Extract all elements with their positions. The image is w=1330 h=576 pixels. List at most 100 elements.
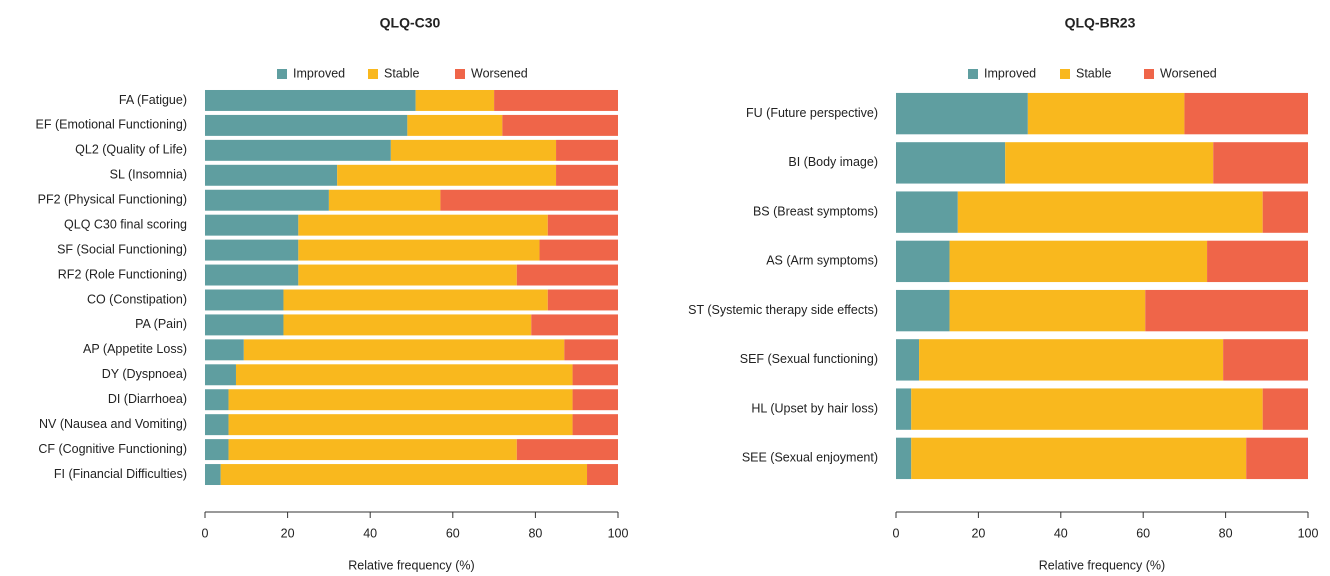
bar-segment [896,142,1006,184]
bar-segment [205,364,236,386]
legend-label: Stable [1076,66,1111,80]
x-tick-label: 60 [1136,526,1150,540]
legend-swatch [968,69,978,79]
bar-segment [564,339,618,361]
bar-segment [547,214,618,236]
bar-segment [1027,92,1185,135]
bar-segment [205,89,416,111]
bar-segment [243,339,565,361]
bar-segment [228,414,573,436]
bar-segment [896,388,912,430]
y-tick-label: PF2 (Physical Functioning) [38,193,187,207]
bar-segment [572,414,618,436]
bar-segment [896,289,950,332]
x-tick-label: 40 [363,526,377,540]
legend-label: Improved [984,66,1036,80]
bar-segment [205,314,284,336]
x-tick-label: 20 [971,526,985,540]
bar-segment [572,389,618,411]
bar-segment [539,239,618,261]
bar-segment [1262,388,1308,430]
bar-segment [298,239,540,261]
x-tick-label: 80 [528,526,542,540]
bar-segment [896,92,1028,135]
bar-segment [1207,240,1308,283]
bar-segment [220,464,588,486]
legend-label: Stable [384,66,419,80]
bar-segment [205,214,299,236]
bar-segment [283,314,532,336]
y-tick-label: ST (Systemic therapy side effects) [688,303,878,317]
bar-segment [205,339,244,361]
bar-segment [228,389,573,411]
bar-segment [556,139,618,161]
x-tick-label: 0 [202,526,209,540]
x-axis-label: Relative frequency (%) [1039,558,1165,572]
bar-segment [205,389,229,411]
bar-segment [494,89,618,111]
bar-segment [919,339,1224,381]
bar-segment [205,289,284,311]
y-tick-label: DI (Diarrhoea) [108,392,187,406]
y-tick-label: FI (Financial Difficulties) [54,467,187,481]
bar-segment [205,164,338,186]
bar-segment [205,139,391,161]
y-tick-label: FU (Future perspective) [746,106,878,120]
y-tick-label: NV (Nausea and Vomiting) [39,417,187,431]
y-tick-label: SL (Insomnia) [110,168,187,182]
bar-segment [205,189,329,211]
bar-segment [1223,339,1308,381]
y-tick-label: SEE (Sexual enjoyment) [742,451,878,465]
bar-segment [205,114,408,136]
y-tick-label: CF (Cognitive Functioning) [38,442,187,456]
y-tick-label: QL2 (Quality of Life) [75,143,187,157]
y-tick-label: DY (Dyspnoea) [102,367,187,381]
bar-segment [896,437,912,480]
legend-swatch [277,69,287,79]
y-tick-label: RF2 (Role Functioning) [58,267,187,281]
bar-segment [911,437,1247,480]
legend-swatch [368,69,378,79]
bar-segment [298,264,517,286]
bar-segment [205,264,299,286]
bar-segment [957,191,1263,233]
bar-segment [556,164,618,186]
bar-segment [547,289,618,311]
y-tick-label: BS (Breast symptoms) [753,204,878,218]
legend-swatch [455,69,465,79]
bar-segment [1005,142,1214,184]
bar-segment [407,114,503,136]
bar-segment [1246,437,1308,480]
bar-segment [587,464,618,486]
bar-segment [949,240,1208,283]
y-tick-label: SEF (Sexual functioning) [740,352,878,366]
bar-segment [516,439,618,461]
y-tick-label: PA (Pain) [135,317,187,331]
bar-segment [896,339,920,381]
bar-segment [1262,191,1308,233]
y-tick-label: AP (Appetite Loss) [83,342,187,356]
bar-segment [328,189,441,211]
x-tick-label: 20 [281,526,295,540]
y-tick-label: HL (Upset by hair loss) [751,401,878,415]
bar-segment [440,189,618,211]
bar-segment [205,439,229,461]
chart-title: QLQ-BR23 [1065,15,1136,31]
y-tick-label: CO (Constipation) [87,292,187,306]
bar-segment [235,364,573,386]
x-tick-label: 60 [446,526,460,540]
x-tick-label: 100 [1298,526,1319,540]
legend-label: Worsened [471,66,528,80]
bar-segment [228,439,517,461]
y-tick-label: QLQ C30 final scoring [64,217,187,231]
bar-segment [1145,289,1308,332]
bar-segment [205,414,229,436]
chart-title: QLQ-C30 [380,15,441,31]
x-tick-label: 0 [893,526,900,540]
x-axis-label: Relative frequency (%) [348,558,474,572]
bar-segment [911,388,1263,430]
bar-segment [205,239,299,261]
x-tick-label: 40 [1054,526,1068,540]
